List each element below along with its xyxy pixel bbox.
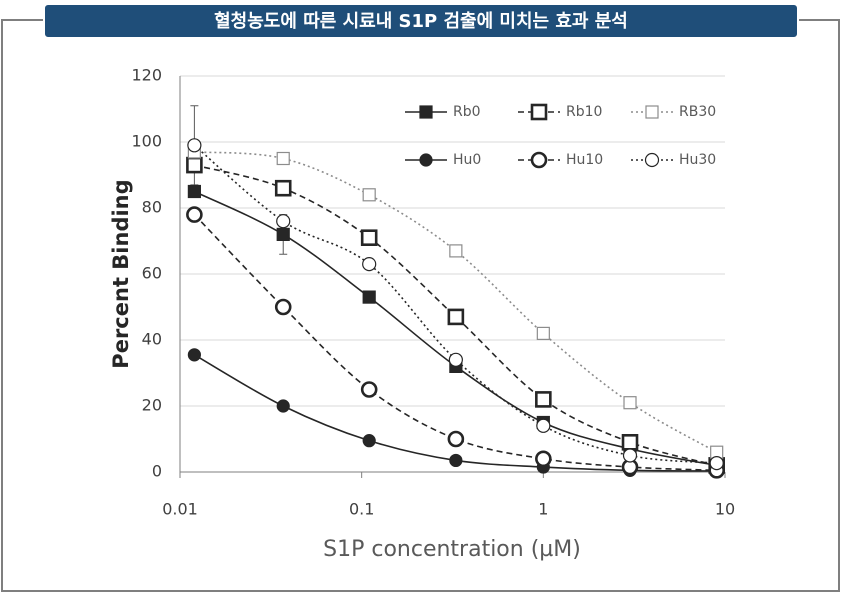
- marker: [447, 430, 465, 448]
- title-banner: [43, 3, 799, 39]
- marker: [186, 156, 203, 174]
- legend-label: Rb0: [453, 104, 481, 120]
- marker: [535, 391, 552, 408]
- marker: [274, 298, 292, 316]
- legend-marker: [645, 105, 659, 119]
- marker: [448, 352, 463, 367]
- marker: [187, 138, 202, 153]
- marker: [536, 326, 550, 340]
- series-line: [194, 151, 718, 453]
- legend-marker: [644, 152, 660, 168]
- legend-label: Hu10: [566, 152, 603, 168]
- y-tick-label: 20: [142, 396, 162, 415]
- marker: [535, 450, 552, 468]
- legend-marker: [419, 153, 433, 167]
- chart-title: 혈청농도에 따른 시료내 S1P 검출에 미치는 효과 분석: [214, 10, 628, 32]
- x-axis-label: S1P concentration (µM): [323, 537, 581, 562]
- marker: [187, 184, 201, 199]
- marker: [709, 455, 724, 471]
- legend-label: Hu0: [453, 152, 481, 168]
- marker: [360, 229, 378, 246]
- marker: [276, 214, 291, 229]
- marker: [362, 290, 376, 304]
- marker: [536, 418, 551, 433]
- y-tick-label: 120: [131, 66, 162, 85]
- marker: [447, 308, 465, 326]
- x-tick-label: 10: [715, 500, 735, 519]
- y-axis-label: Percent Binding: [109, 179, 133, 368]
- legend-marker: [530, 103, 548, 121]
- marker: [362, 257, 377, 272]
- marker: [449, 244, 463, 258]
- legend-label: RB30: [679, 104, 716, 120]
- series-line: [194, 190, 717, 467]
- marker: [274, 179, 292, 197]
- marker: [362, 188, 376, 202]
- marker: [187, 348, 201, 362]
- y-tick-label: 0: [152, 462, 162, 481]
- y-tick-label: 40: [142, 330, 162, 349]
- marker: [276, 151, 290, 166]
- series-line: [193, 144, 717, 464]
- legend-marker: [530, 151, 548, 169]
- marker: [186, 206, 203, 223]
- y-tick-label: 100: [131, 132, 162, 151]
- x-tick-label: 0.01: [162, 500, 198, 519]
- x-tick-label: 1: [538, 500, 548, 519]
- legend-label: Rb10: [566, 104, 602, 120]
- legend-marker: [419, 105, 433, 119]
- marker: [362, 434, 376, 448]
- marker: [621, 433, 639, 451]
- y-tick-label: 60: [142, 264, 162, 283]
- marker: [449, 453, 463, 468]
- marker: [276, 227, 290, 241]
- marker: [623, 396, 637, 410]
- x-tick-label: 0.1: [349, 500, 374, 519]
- marker: [360, 381, 378, 398]
- marker: [276, 399, 290, 413]
- marker: [622, 448, 638, 463]
- y-tick-label: 80: [142, 198, 162, 217]
- legend-label: Hu30: [679, 152, 716, 168]
